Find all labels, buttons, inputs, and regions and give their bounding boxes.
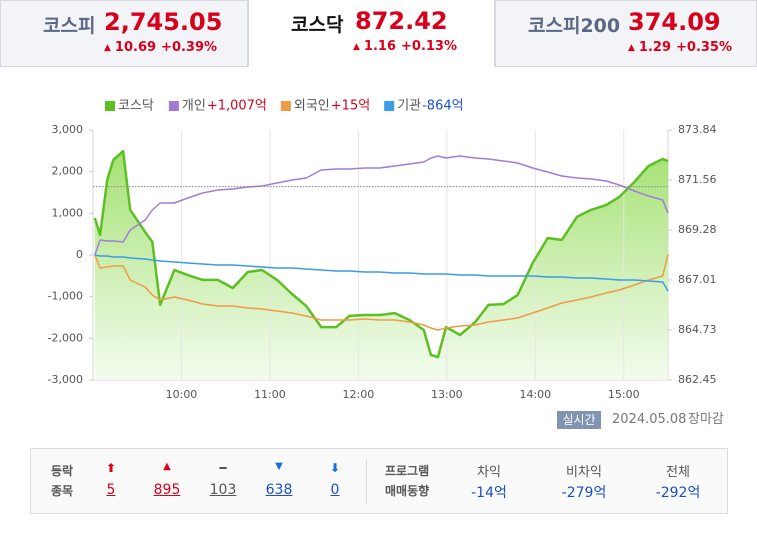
legend-label: 코스닥	[118, 99, 154, 114]
series-line	[93, 149, 669, 359]
x-tick-label: 12:00	[343, 388, 375, 401]
up-icon: ▲	[353, 42, 360, 52]
x-tick-label: 14:00	[519, 388, 551, 401]
y-tick-label: 3,000	[52, 123, 84, 136]
column-name: 전체	[666, 465, 690, 480]
tab-name: 코스닥	[291, 14, 344, 36]
count[interactable]: 103	[209, 482, 237, 498]
legend-swatch	[105, 101, 115, 111]
count[interactable]: 895	[153, 482, 181, 498]
y-tick-label: -3,000	[48, 373, 83, 386]
tab-value: 374.09	[628, 8, 721, 36]
legend-swatch	[384, 101, 395, 111]
y-tick-label: -2,000	[48, 331, 83, 344]
label-line: 종목	[51, 484, 74, 498]
series-line	[94, 254, 669, 331]
series-line	[94, 254, 669, 292]
legend-label: 기관	[397, 99, 421, 114]
column-name: 차익	[477, 465, 501, 480]
change: 1.16	[363, 39, 396, 54]
tab-change: ▲ 1.16 +0.13%	[353, 39, 457, 54]
count[interactable]: 638	[265, 482, 293, 498]
y2-tick-label: 862.45	[678, 373, 717, 386]
column-value: -279억	[561, 485, 607, 501]
y2-tick-label: 871.56	[678, 173, 717, 186]
y-tick-label: 0	[76, 248, 83, 261]
legend-label: 개인	[182, 99, 206, 114]
y2-tick-label: 864.73	[678, 323, 717, 336]
y-tick-label: 2,000	[52, 165, 84, 178]
y-tick-label: 1,000	[52, 206, 84, 219]
legend-value: -864억	[422, 99, 463, 114]
count[interactable]: 0	[330, 482, 340, 498]
tab-value: 2,745.05	[104, 8, 223, 36]
x-tick-label: 11:00	[254, 388, 286, 401]
legend-swatch	[168, 101, 179, 111]
tab[interactable]: 코스피 2,745.05 ▲ 10.69 +0.39%	[0, 0, 248, 67]
rate: +0.13%	[401, 39, 457, 54]
realtime-badge[interactable]: 실시간	[557, 411, 601, 429]
series-line	[94, 155, 669, 256]
rate: +0.35%	[676, 40, 732, 55]
flat-icon: ━	[219, 461, 227, 475]
label-line: 매매동향	[385, 484, 430, 498]
up-icon: ▲	[628, 43, 635, 53]
tab-value: 872.42	[355, 7, 448, 35]
down-icon: ▼	[275, 461, 283, 472]
x-tick-label: 15:00	[608, 388, 640, 401]
upper-limit-icon: ⬆	[105, 461, 117, 475]
legend-label: 외국인	[294, 99, 330, 114]
column-value: -292억	[655, 485, 701, 501]
label-line: 프로그램	[385, 464, 430, 478]
divider	[366, 459, 367, 505]
chart: 10:00 11:00 12:00 13:00 14:00 15:00 3,000 2,000…	[48, 99, 717, 402]
market-state: 장마감	[688, 412, 724, 427]
legend-value: +1,007억	[207, 99, 267, 114]
tab-name: 코스피	[43, 15, 96, 37]
y2-tick-label: 867.01	[678, 273, 717, 286]
legend-value: +15억	[331, 99, 370, 114]
lower-limit-icon: ⬇	[329, 461, 341, 475]
tab[interactable]: 코스피200 374.09 ▲ 1.29 +0.35%	[495, 0, 757, 67]
tab-change: ▲ 1.29 +0.35%	[628, 40, 732, 55]
summary-box: 등락 종목 ⬆ ▲ ━ ▼ ⬇ 5 895 103 638 0 프로그램 매매동향 …	[30, 448, 728, 514]
tab-change: ▲ 10.69 +0.39%	[104, 40, 217, 55]
rate: +0.39%	[161, 40, 218, 55]
change: 1.29	[638, 40, 671, 55]
up-icon: ▲	[104, 43, 111, 53]
column-name: 비차익	[566, 465, 602, 480]
count[interactable]: 5	[106, 482, 116, 498]
column-value: -14억	[471, 485, 507, 501]
label-line: 등락	[51, 464, 74, 478]
legend-swatch	[280, 101, 291, 111]
y2-tick-label: 873.84	[678, 123, 717, 136]
y-tick-label: -1,000	[48, 290, 83, 303]
up-icon: ▲	[163, 461, 171, 472]
y2-tick-label: 869.28	[678, 223, 717, 236]
x-tick-label: 13:00	[431, 388, 463, 401]
date: 2024.05.08	[612, 412, 687, 427]
x-tick-label: 10:00	[166, 388, 198, 401]
area	[94, 151, 669, 380]
change: 10.69	[114, 40, 157, 55]
tab[interactable]: 코스닥 872.42 ▲ 1.16 +0.13%	[248, 0, 495, 67]
tab-name: 코스피200	[528, 15, 621, 37]
